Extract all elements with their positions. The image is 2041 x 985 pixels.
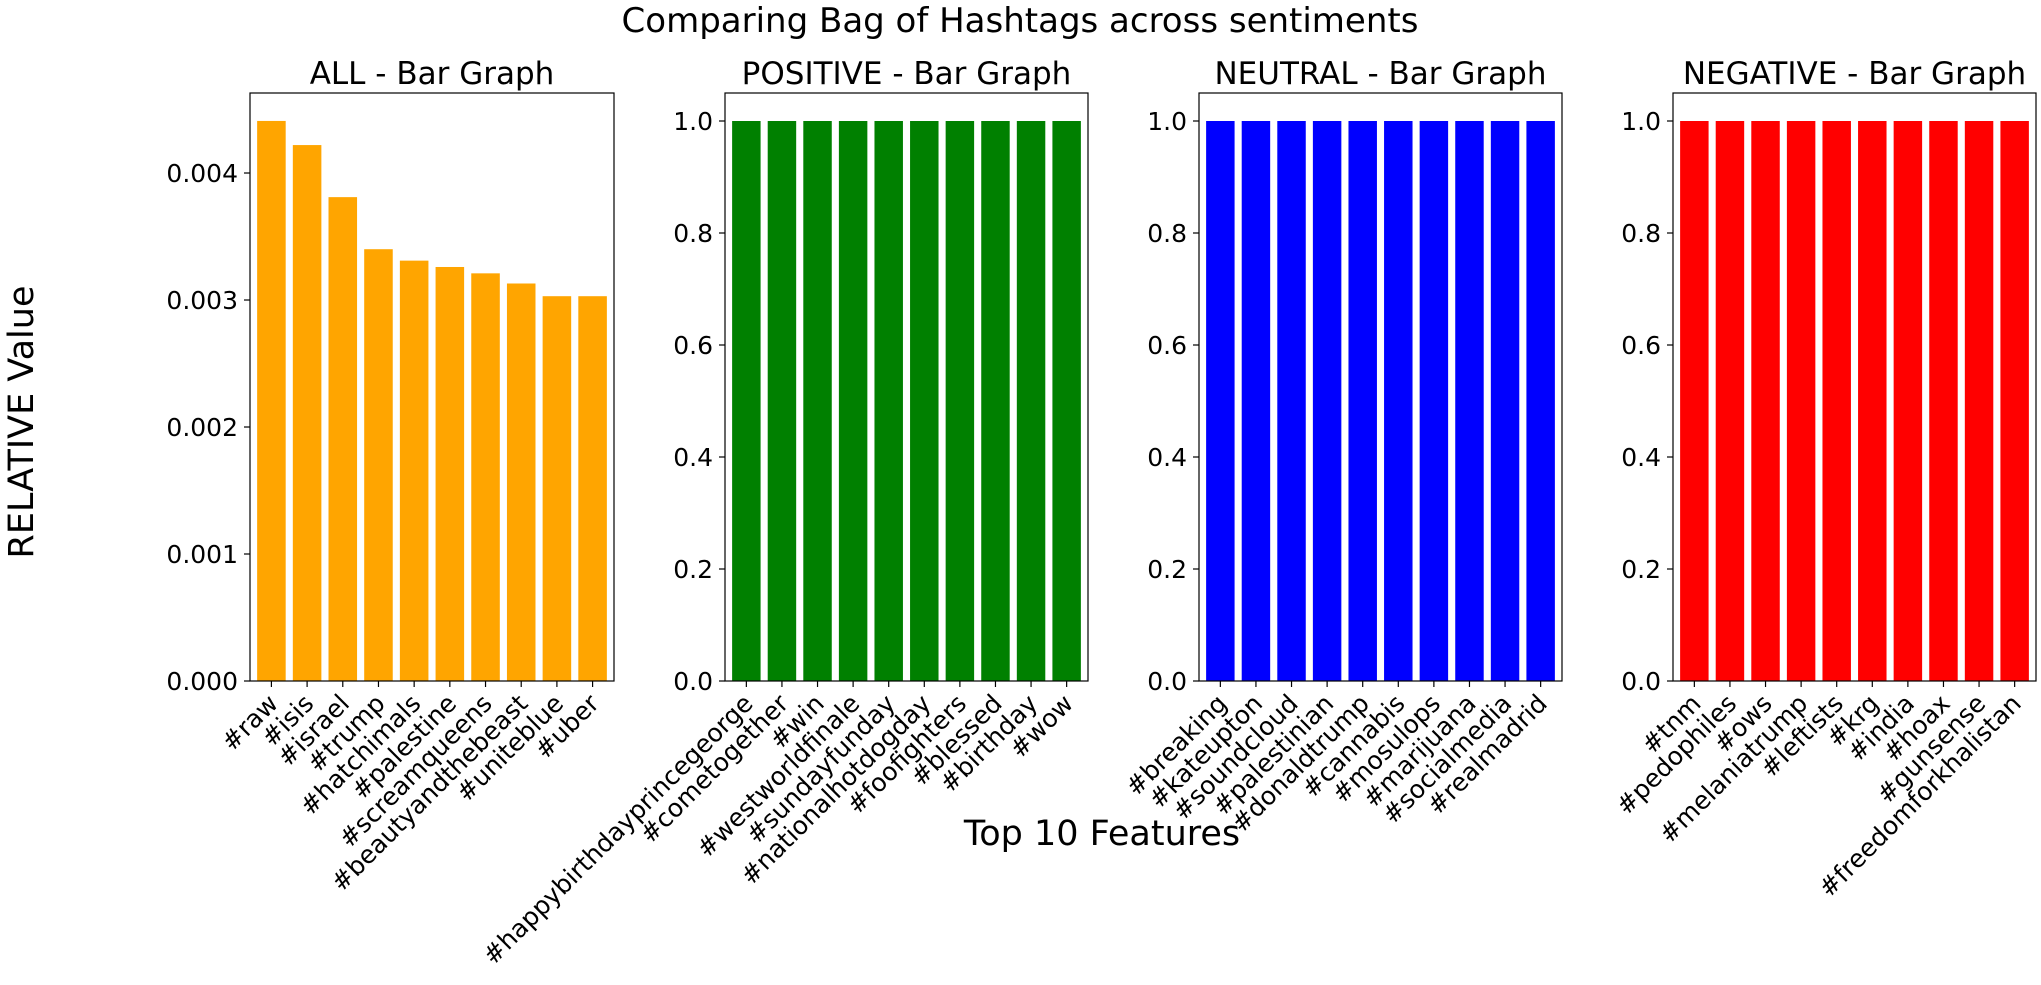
bar-negative: [1858, 121, 1887, 681]
bar-all: [292, 145, 322, 682]
bar-neutral: [1241, 121, 1271, 681]
panel-negative: NEGATIVE - Bar Graph0.00.20.40.60.81.0#t…: [1610, 56, 2037, 903]
x-axis-label: Top 10 Features: [963, 814, 1240, 854]
y-tick-label-neutral: 0.6: [1147, 331, 1187, 360]
y-tick-label-positive: 0.8: [673, 219, 713, 248]
bar-negative: [1929, 121, 1958, 681]
bar-positive: [1052, 121, 1081, 681]
y-tick-label-negative: 0.8: [1621, 219, 1661, 248]
y-tick-label-all: 0.003: [166, 286, 238, 315]
bar-neutral: [1277, 121, 1306, 681]
bar-negative: [1751, 121, 1780, 681]
bar-negative: [1822, 121, 1851, 681]
y-tick-label-positive: 0.4: [673, 443, 713, 472]
bar-all: [506, 283, 536, 681]
plot-frame-neutral: [1198, 92, 1563, 682]
y-tick-label-neutral: 0.2: [1147, 555, 1187, 584]
bar-neutral: [1490, 121, 1520, 681]
bar-positive: [1016, 121, 1046, 681]
bar-positive: [767, 121, 797, 681]
y-tick-label-positive: 0.0: [673, 667, 713, 696]
bar-positive: [945, 121, 975, 681]
bar-neutral: [1384, 121, 1413, 681]
figure-title: Comparing Bag of Hashtags across sentime…: [622, 1, 1419, 41]
bar-all: [364, 249, 393, 681]
bar-positive: [910, 121, 939, 681]
bar-all: [578, 296, 607, 681]
panel-title-negative: NEGATIVE - Bar Graph: [1683, 56, 2026, 92]
y-tick-label-all: 0.001: [166, 540, 238, 569]
bar-all: [399, 260, 429, 681]
bar-negative: [1786, 121, 1816, 681]
bar-neutral: [1455, 121, 1484, 681]
bar-negative: [2000, 121, 2029, 681]
bar-neutral: [1526, 121, 1555, 681]
y-tick-label-neutral: 0.0: [1147, 667, 1187, 696]
bar-neutral: [1419, 121, 1449, 681]
bar-negative: [1715, 121, 1745, 681]
bar-negative: [1680, 121, 1709, 681]
bar-positive: [803, 121, 832, 681]
y-tick-label-positive: 0.6: [673, 331, 713, 360]
plot-frame-negative: [1672, 92, 2037, 682]
bar-negative: [1964, 121, 1994, 681]
bar-all: [435, 266, 465, 681]
plot-frame-all: [249, 92, 615, 682]
panel-title-neutral: NEUTRAL - Bar Graph: [1214, 56, 1546, 92]
y-axis-label: RELATIVE Value: [2, 286, 42, 559]
y-tick-label-negative: 0.4: [1621, 443, 1661, 472]
panel-title-all: ALL - Bar Graph: [310, 56, 555, 92]
y-tick-label-neutral: 0.4: [1147, 443, 1187, 472]
bar-positive: [981, 121, 1010, 681]
bar-negative: [1893, 121, 1923, 681]
panel-title-positive: POSITIVE - Bar Graph: [742, 56, 1072, 92]
bar-all: [257, 120, 286, 682]
bar-neutral: [1312, 121, 1342, 681]
bar-neutral: [1348, 121, 1377, 681]
y-tick-label-negative: 1.0: [1621, 107, 1661, 136]
panel-all: ALL - Bar Graph 0.000 0.001 0.002 0.003 0.004…: [166, 56, 615, 897]
bar-neutral: [1206, 121, 1235, 681]
y-tick-label-positive: 0.2: [673, 555, 713, 584]
y-tick-label-negative: 0.0: [1621, 667, 1661, 696]
bar-positive: [732, 121, 761, 681]
panel-neutral: NEUTRAL - Bar Graph0.00.20.40.60.81.0#br…: [1120, 56, 1563, 838]
bar-positive: [838, 121, 868, 681]
plot-frame-positive: [724, 92, 1089, 682]
y-tick-label-all: 0.000: [166, 667, 238, 696]
y-tick-label-neutral: 0.8: [1147, 219, 1187, 248]
y-tick-label-all: 0.002: [166, 413, 238, 442]
y-tick-label-all: 0.004: [166, 159, 238, 188]
bar-all: [542, 296, 572, 681]
bar-all: [328, 197, 358, 681]
y-tick-label-negative: 0.6: [1621, 331, 1661, 360]
bar-all: [471, 273, 500, 681]
bar-positive: [874, 121, 903, 681]
y-tick-label-negative: 0.2: [1621, 555, 1661, 584]
y-tick-label-neutral: 1.0: [1147, 107, 1187, 136]
y-tick-label-positive: 1.0: [673, 107, 713, 136]
